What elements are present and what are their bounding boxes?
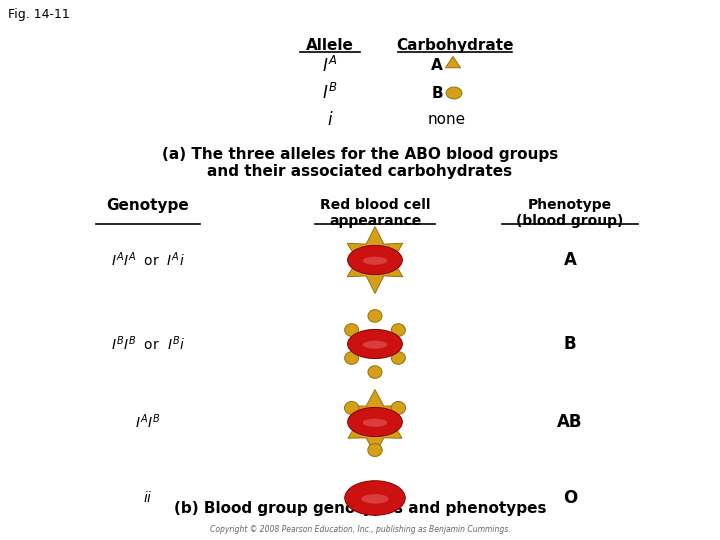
- Ellipse shape: [345, 481, 405, 515]
- Circle shape: [446, 87, 462, 99]
- Ellipse shape: [368, 366, 382, 379]
- Text: none: none: [428, 112, 466, 127]
- Ellipse shape: [368, 309, 382, 322]
- Ellipse shape: [363, 418, 387, 427]
- Text: A: A: [431, 58, 443, 73]
- Text: (b) Blood group genotypes and phenotypes: (b) Blood group genotypes and phenotypes: [174, 501, 546, 516]
- Text: $\mathit{i}$: $\mathit{i}$: [327, 111, 333, 129]
- Ellipse shape: [392, 323, 405, 336]
- Text: A: A: [564, 251, 577, 269]
- Ellipse shape: [363, 341, 387, 349]
- Text: Carbohydrate: Carbohydrate: [396, 38, 514, 53]
- Text: B: B: [564, 335, 576, 353]
- Ellipse shape: [348, 245, 402, 274]
- Ellipse shape: [348, 407, 402, 436]
- Ellipse shape: [361, 494, 389, 504]
- Ellipse shape: [391, 401, 405, 414]
- Text: $\mathit{I}^A$: $\mathit{I}^A$: [323, 56, 338, 76]
- Text: O: O: [563, 489, 577, 507]
- Ellipse shape: [363, 256, 387, 265]
- Text: Fig. 14-11: Fig. 14-11: [8, 8, 70, 21]
- Text: $\mathit{ii}$: $\mathit{ii}$: [143, 490, 153, 505]
- Text: Allele: Allele: [306, 38, 354, 53]
- Ellipse shape: [345, 323, 359, 336]
- Polygon shape: [347, 226, 402, 293]
- Text: $\mathit{I}^A\mathit{I}^A$  or  $\mathit{I}^A\mathit{i}$: $\mathit{I}^A\mathit{I}^A$ or $\mathit{I…: [111, 251, 185, 269]
- Text: $\mathit{I}^B$: $\mathit{I}^B$: [323, 83, 338, 103]
- Text: B: B: [431, 85, 443, 100]
- Polygon shape: [446, 57, 461, 68]
- Ellipse shape: [368, 443, 382, 456]
- Text: (a) The three alleles for the ABO blood groups
and their associated carbohydrate: (a) The three alleles for the ABO blood …: [162, 147, 558, 179]
- Text: Copyright © 2008 Pearson Education, Inc., publishing as Benjamin Cummings.: Copyright © 2008 Pearson Education, Inc.…: [210, 525, 510, 534]
- Ellipse shape: [344, 401, 359, 414]
- Text: AB: AB: [557, 413, 582, 431]
- Text: $\mathit{I}^A\mathit{I}^B$: $\mathit{I}^A\mathit{I}^B$: [135, 413, 161, 431]
- Ellipse shape: [348, 329, 402, 359]
- Text: $\mathit{I}^B\mathit{I}^B$  or  $\mathit{I}^B\mathit{i}$: $\mathit{I}^B\mathit{I}^B$ or $\mathit{I…: [111, 335, 185, 353]
- Text: Red blood cell
appearance: Red blood cell appearance: [320, 198, 431, 228]
- Ellipse shape: [345, 352, 359, 365]
- Ellipse shape: [392, 352, 405, 365]
- Polygon shape: [348, 389, 402, 454]
- Text: Phenotype
(blood group): Phenotype (blood group): [516, 198, 624, 228]
- Text: Genotype: Genotype: [107, 198, 189, 213]
